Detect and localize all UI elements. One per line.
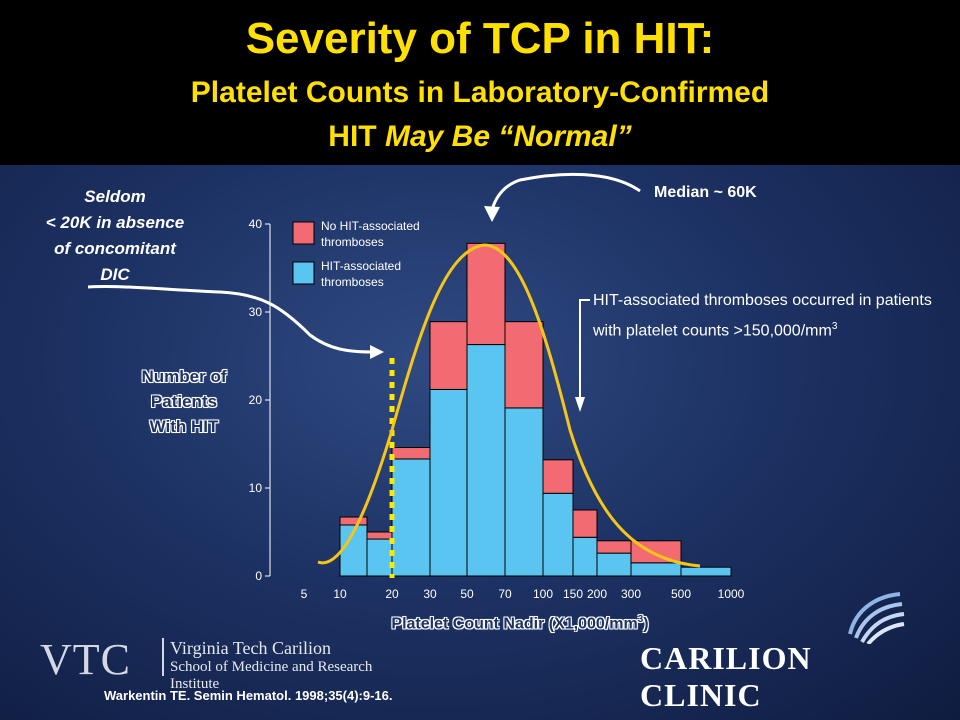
vtc-logo-divider bbox=[162, 638, 164, 676]
x-tick-label: 500 bbox=[671, 587, 691, 601]
legend-label: HIT-associated bbox=[321, 259, 401, 273]
bar-hit-thromboses bbox=[596, 552, 632, 577]
y-tick-label: 30 bbox=[249, 305, 263, 319]
x-tick-label: 150 bbox=[563, 587, 583, 601]
y-tick-label: 10 bbox=[249, 481, 263, 495]
bar-hit-thromboses bbox=[680, 566, 732, 577]
vtc-logo-subname: School of Medicine and Research Institut… bbox=[170, 659, 373, 692]
distribution-curve bbox=[317, 243, 701, 568]
x-axis-label: Platelet Count Nadir (X1,000/mm3) bbox=[330, 614, 710, 633]
bar-no-hit-thromboses bbox=[572, 509, 598, 538]
x-axis-label-superscript: 3 bbox=[637, 614, 644, 625]
bar-no-hit-thromboses bbox=[391, 447, 431, 460]
seldom-note-line: < 20K in absence bbox=[45, 213, 185, 232]
legend-label: thromboses bbox=[321, 235, 384, 249]
x-tick-label: 50 bbox=[460, 587, 474, 601]
bar-hit-thromboses bbox=[572, 536, 598, 577]
bar-hit-thromboses bbox=[542, 492, 574, 577]
annotation-text: HIT-associated thromboses occurred in pa… bbox=[593, 292, 932, 340]
y-tick-label: 0 bbox=[255, 569, 262, 583]
bar-no-hit-thromboses bbox=[429, 321, 468, 390]
legend-swatch bbox=[292, 221, 315, 245]
vtc-logo: VTC Virginia Tech Carilion School of Med… bbox=[40, 632, 390, 692]
y-axis-label-line: Number of bbox=[141, 367, 227, 386]
vtc-logo-letters: VTC bbox=[40, 635, 131, 684]
x-tick-label: 1000 bbox=[718, 587, 745, 601]
bar-hit-thromboses bbox=[429, 388, 468, 577]
median-arrow bbox=[490, 172, 641, 211]
y-axis-label-line: With HIT bbox=[149, 417, 219, 436]
legend-label: thromboses bbox=[321, 275, 384, 289]
x-tick-label: 5 bbox=[301, 587, 308, 601]
bar-hit-thromboses bbox=[391, 458, 431, 577]
median-arrowhead bbox=[484, 206, 500, 222]
vtc-logo-name: Virginia Tech Carilion bbox=[170, 638, 331, 658]
y-tick-label: 40 bbox=[249, 217, 263, 231]
title-band: Severity of TCP in HIT: Platelet Counts … bbox=[0, 0, 960, 165]
legend-swatch bbox=[292, 261, 315, 285]
subtitle-prefix: HIT bbox=[328, 120, 385, 153]
y-tick-label: 20 bbox=[249, 393, 263, 407]
axes-layer: 0 10 20 30 40 5 10 20 30 50 70 100 150 200 300 500 1000 bbox=[249, 217, 745, 601]
bar-no-hit-thromboses bbox=[339, 516, 368, 526]
legend-layer: No HIT-associated thromboses HIT-associate… bbox=[292, 219, 420, 289]
subtitle-italic: May Be “Normal” bbox=[384, 120, 632, 153]
seldom-note: Seldom < 20K in absence of concomitant D… bbox=[10, 184, 220, 288]
y-axis-label: Number of Patients With HIT bbox=[112, 364, 256, 439]
bar-no-hit-thromboses bbox=[542, 459, 574, 494]
legend-label: No HIT-associated bbox=[321, 219, 420, 233]
bar-no-hit-thromboses bbox=[596, 540, 632, 554]
slide-subtitle-line1: Platelet Counts in Laboratory-Confirmed bbox=[190, 76, 770, 109]
bar-hit-thromboses bbox=[504, 407, 544, 577]
bar-hit-thromboses bbox=[466, 344, 506, 577]
slide-subtitle-line2: HIT May Be “Normal” bbox=[0, 120, 960, 154]
bar-no-hit-thromboses bbox=[366, 531, 393, 540]
x-tick-label: 300 bbox=[621, 587, 641, 601]
y-axis-label-line: Patients bbox=[150, 392, 218, 411]
x-tick-label: 10 bbox=[333, 587, 347, 601]
seldom-arrowhead bbox=[370, 345, 384, 359]
median-label: Median ~ 60K bbox=[654, 184, 757, 201]
x-axis-label-text: Platelet Count Nadir (X1,000/mm bbox=[391, 615, 638, 633]
slide-title: Severity of TCP in HIT: bbox=[245, 14, 715, 63]
x-tick-label: 100 bbox=[533, 587, 553, 601]
annotation-superscript: 3 bbox=[831, 321, 838, 332]
seldom-note-line: Seldom bbox=[84, 187, 146, 206]
x-tick-label: 30 bbox=[423, 587, 437, 601]
seldom-note-line: DIC bbox=[100, 265, 130, 284]
x-tick-label: 70 bbox=[498, 587, 512, 601]
thrombosis-annotation: HIT-associated thromboses occurred in pa… bbox=[593, 288, 933, 344]
carilion-clinic-logo: CARILION CLINIC bbox=[640, 640, 812, 713]
bar-hit-thromboses bbox=[366, 538, 393, 577]
thrombosis-bracket bbox=[579, 299, 590, 400]
seldom-arrow bbox=[87, 285, 373, 354]
bars-layer bbox=[339, 242, 732, 577]
bar-no-hit-thromboses bbox=[466, 242, 506, 346]
bar-hit-thromboses bbox=[630, 562, 682, 577]
thrombosis-bracket-arrowhead bbox=[575, 397, 585, 412]
x-tick-label: 200 bbox=[587, 587, 607, 601]
seldom-note-line: of concomitant bbox=[54, 239, 176, 258]
citation: Warkentin TE. Semin Hematol. 1998;35(4):… bbox=[104, 688, 393, 703]
x-tick-label: 20 bbox=[385, 587, 399, 601]
overlay-layer bbox=[87, 172, 701, 578]
carilion-swirl-icon bbox=[848, 592, 905, 644]
bar-no-hit-thromboses bbox=[504, 321, 544, 409]
x-axis-label-close: ) bbox=[643, 615, 649, 633]
